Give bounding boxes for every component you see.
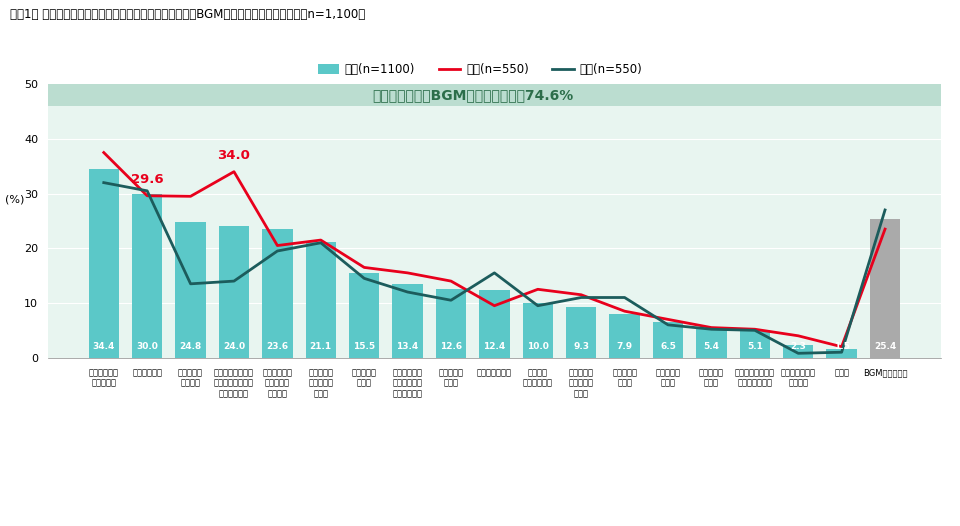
Text: 5.4: 5.4 xyxy=(704,342,719,351)
Bar xyxy=(827,349,857,358)
Text: 6.5: 6.5 xyxy=(660,342,676,351)
Text: 5.1: 5.1 xyxy=(747,342,763,351)
Text: (%): (%) xyxy=(5,195,24,205)
Text: 34.4: 34.4 xyxy=(92,342,115,351)
Bar xyxy=(262,229,293,358)
Bar xyxy=(132,194,162,358)
Text: 2.3: 2.3 xyxy=(790,342,806,351)
Bar xyxy=(88,169,119,358)
Bar xyxy=(349,273,379,358)
Text: ＜図1＞ 普段どのようなシーンでながら聴きをしている（BGMを流す）か　（複数回答　n=1,100）: ＜図1＞ 普段どのようなシーンでながら聴きをしている（BGMを流す）か （複数回… xyxy=(10,8,365,21)
Bar xyxy=(696,328,727,358)
Bar xyxy=(783,345,813,358)
Text: 29.6: 29.6 xyxy=(131,173,163,186)
Text: 9.3: 9.3 xyxy=(573,342,589,351)
Text: 15.5: 15.5 xyxy=(353,342,375,351)
Bar xyxy=(870,219,900,358)
Bar xyxy=(522,303,553,358)
Text: 10.0: 10.0 xyxy=(527,342,549,351)
Text: 24.0: 24.0 xyxy=(223,342,245,351)
Text: 13.4: 13.4 xyxy=(396,342,419,351)
Text: 1.5: 1.5 xyxy=(833,342,850,351)
Bar xyxy=(566,307,596,358)
Bar xyxy=(436,289,467,358)
Bar xyxy=(48,84,941,106)
Text: 24.8: 24.8 xyxy=(180,342,202,351)
Text: 7.9: 7.9 xyxy=(616,342,633,351)
Text: 34.0: 34.0 xyxy=(218,149,251,162)
Text: 23.6: 23.6 xyxy=(266,342,288,351)
Text: 30.0: 30.0 xyxy=(136,342,158,351)
Bar xyxy=(219,226,250,358)
Bar xyxy=(393,285,422,358)
Bar xyxy=(305,242,336,358)
Bar xyxy=(176,222,205,358)
Legend: 全体(n=1100), 女性(n=550), 男性(n=550): 全体(n=1100), 女性(n=550), 男性(n=550) xyxy=(313,58,647,81)
Bar xyxy=(610,315,639,358)
Bar xyxy=(479,290,510,358)
Bar xyxy=(653,322,684,358)
Text: 何かするときにBGMを流す　　　　74.6%: 何かするときにBGMを流す 74.6% xyxy=(372,88,573,102)
Bar xyxy=(739,330,770,358)
Text: 12.4: 12.4 xyxy=(483,342,506,351)
Text: 25.4: 25.4 xyxy=(874,342,896,351)
Text: 12.6: 12.6 xyxy=(440,342,462,351)
Text: 21.1: 21.1 xyxy=(310,342,332,351)
